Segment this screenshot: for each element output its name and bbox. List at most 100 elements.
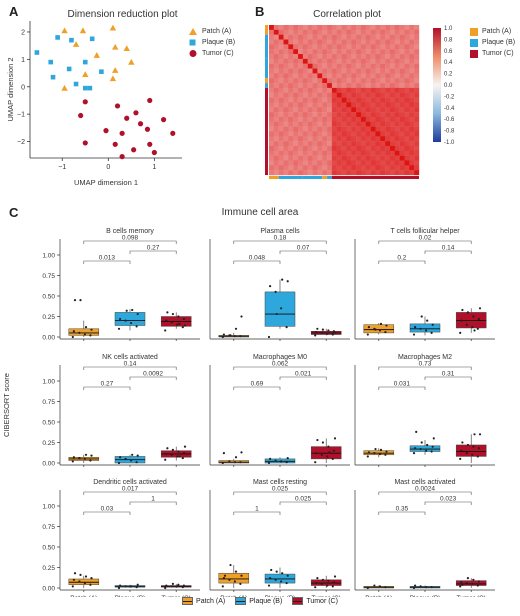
- heatmap-cell: [399, 136, 405, 142]
- heatmap-cell: [365, 145, 371, 152]
- row-group-bar: [265, 34, 268, 59]
- heatmap-cell: [380, 54, 386, 60]
- heatmap-cell: [293, 126, 299, 132]
- column-group-bar: [331, 176, 419, 179]
- heatmap-cell: [278, 49, 284, 55]
- jitter-point: [419, 585, 422, 588]
- heatmap-cell: [336, 150, 342, 156]
- heatmap-cell: [385, 73, 391, 79]
- heatmap-cell: [288, 131, 294, 137]
- heatmap-cell: [404, 126, 410, 132]
- data-point-plaque: [69, 37, 74, 43]
- heatmap-cell: [380, 141, 386, 147]
- heatmap-cell: [356, 155, 362, 161]
- heatmap-cell: [307, 44, 313, 50]
- heatmap-cell: [341, 49, 347, 55]
- heatmap-cell: [322, 58, 328, 64]
- heatmap-cell: [351, 160, 357, 166]
- heatmap-cell: [389, 58, 396, 64]
- box: [264, 291, 296, 327]
- heatmap-cell: [370, 34, 376, 40]
- legend-label: Plaque (B): [202, 39, 236, 46]
- jitter-point: [183, 324, 187, 327]
- legend-label: Patch (A): [196, 597, 226, 605]
- legend-item-patch: Patch (A): [188, 26, 235, 37]
- data-point-plaque: [55, 35, 60, 40]
- p-value-label: 0.2: [397, 255, 406, 262]
- heatmap-cell: [331, 49, 337, 55]
- heatmap-cell: [336, 87, 342, 93]
- heatmap-cell: [327, 58, 333, 64]
- heatmap-cell: [380, 34, 386, 40]
- heatmap-cell: [302, 39, 308, 45]
- heatmap-cell: [389, 83, 396, 89]
- heatmap-cell: [404, 54, 410, 60]
- heatmap-cell: [394, 29, 400, 35]
- data-point-patch: [72, 41, 80, 47]
- heatmap-cell: [341, 131, 347, 137]
- heatmap-cell: [341, 165, 347, 171]
- heatmap-cell: [346, 160, 352, 166]
- heatmap-cell: [317, 92, 323, 98]
- colorbar-tick-label: 1.0: [444, 26, 453, 32]
- heatmap-cell: [317, 87, 323, 93]
- colorbar: [433, 28, 441, 142]
- heatmap-cell: [341, 160, 347, 166]
- heatmap-cell: [360, 29, 366, 35]
- heatmap-cell: [341, 25, 347, 31]
- heatmap-cell: [312, 102, 318, 108]
- heatmap-cell: [346, 126, 352, 132]
- significance-bracket: [83, 240, 177, 244]
- colorbar-tick-label: 0.2: [444, 72, 453, 78]
- jitter-point: [431, 323, 434, 326]
- heatmap-cell: [394, 63, 400, 69]
- heatmap-cell: [351, 165, 357, 171]
- heatmap-cell: [346, 165, 352, 171]
- p-value-label: 0.07: [297, 245, 310, 252]
- heatmap-cell: [293, 150, 299, 156]
- heatmap-cell: [273, 107, 279, 113]
- heatmap-cell: [331, 170, 337, 176]
- heatmap-cell: [288, 78, 294, 84]
- heatmap-cell: [278, 102, 284, 108]
- boxplot-panel: Macrophages M20.73 0.31 0.031: [354, 354, 495, 467]
- heatmap-cell: [394, 83, 400, 89]
- heatmap-cell: [317, 39, 323, 45]
- jitter-point: [286, 574, 289, 577]
- heatmap-cell: [327, 150, 333, 156]
- jitter-point: [414, 447, 417, 450]
- jitter-point: [84, 326, 88, 329]
- heatmap-cell: [269, 63, 275, 69]
- jitter-point: [333, 437, 337, 440]
- jitter-point: [459, 331, 462, 334]
- heatmap-cell: [375, 121, 381, 127]
- heatmap-cell: [360, 92, 366, 98]
- heatmap-cell: [375, 68, 381, 74]
- heatmap-cell: [356, 131, 362, 137]
- heatmap-cell: [356, 102, 362, 108]
- heatmap-cell: [312, 131, 318, 137]
- colorbar-tick-label: 0.0: [444, 83, 453, 89]
- heatmap-cell: [389, 97, 396, 103]
- panel-label-c: C: [9, 205, 19, 220]
- heatmap-cell: [399, 83, 405, 89]
- heatmap-cell: [298, 170, 304, 176]
- jitter-point: [182, 584, 185, 587]
- heatmap-cell: [273, 126, 279, 132]
- heatmap-cell: [307, 92, 313, 98]
- heatmap-cell: [365, 34, 371, 40]
- heatmap-cell: [346, 63, 352, 69]
- jitter-point: [83, 581, 86, 585]
- heatmap-cell: [365, 97, 371, 103]
- heatmap-cell: [351, 170, 357, 176]
- heatmap-cell: [414, 25, 420, 31]
- box: [363, 324, 395, 334]
- heatmap-cell: [399, 34, 405, 40]
- jitter-point: [321, 328, 324, 331]
- heatmap-cell: [273, 141, 279, 147]
- heatmap-cell: [351, 116, 357, 122]
- heatmap-cell: [278, 97, 284, 103]
- heatmap-cell: [346, 39, 352, 45]
- heatmap-cell: [409, 29, 415, 35]
- heatmap-cell: [414, 54, 420, 60]
